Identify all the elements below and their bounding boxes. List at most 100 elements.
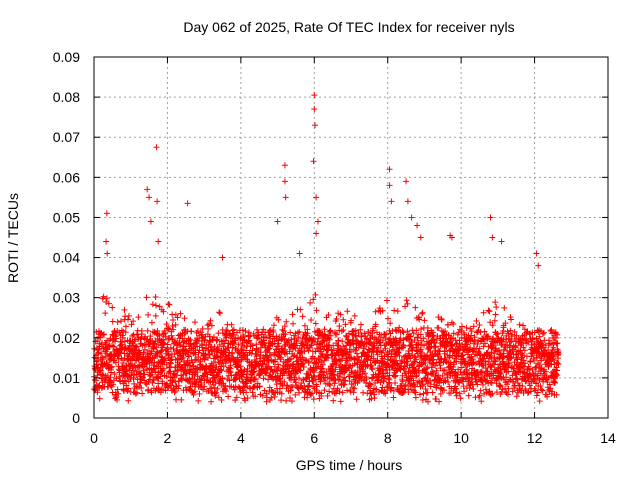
data-point xyxy=(522,335,529,342)
data-point xyxy=(247,385,254,392)
data-point xyxy=(310,396,317,403)
data-point xyxy=(491,354,498,361)
data-point xyxy=(513,332,520,339)
data-point xyxy=(312,291,319,298)
data-point xyxy=(109,342,116,349)
data-point xyxy=(412,383,419,390)
data-point xyxy=(186,362,193,369)
data-point xyxy=(555,361,562,368)
data-point xyxy=(424,324,431,331)
data-point xyxy=(292,379,299,386)
data-point xyxy=(332,330,339,337)
data-point xyxy=(492,358,499,365)
data-point xyxy=(145,311,152,318)
data-point xyxy=(253,351,260,358)
data-point xyxy=(296,367,303,374)
data-point xyxy=(148,319,155,326)
data-point xyxy=(508,331,515,338)
data-point xyxy=(268,394,275,401)
data-point xyxy=(149,369,156,376)
data-point xyxy=(435,324,442,331)
data-point xyxy=(103,299,110,306)
data-point xyxy=(382,373,389,380)
data-point xyxy=(299,313,306,320)
data-point xyxy=(355,330,362,337)
data-point xyxy=(330,397,337,404)
data-point xyxy=(283,318,290,325)
data-point xyxy=(446,354,453,361)
data-point xyxy=(270,322,277,329)
data-point xyxy=(232,376,239,383)
data-point xyxy=(428,364,435,371)
data-point xyxy=(479,381,486,388)
data-point xyxy=(237,346,244,353)
data-point xyxy=(403,297,410,304)
data-point xyxy=(209,378,216,385)
data-point xyxy=(344,358,351,365)
data-point xyxy=(469,375,476,382)
data-point xyxy=(283,382,290,389)
data-point xyxy=(353,396,360,403)
data-point xyxy=(392,351,399,358)
data-point xyxy=(215,345,222,352)
data-point xyxy=(94,351,101,358)
data-point xyxy=(157,373,164,380)
x-tick-label: 0 xyxy=(90,430,98,446)
data-point xyxy=(282,194,289,201)
data-point xyxy=(413,356,420,363)
data-point xyxy=(334,385,341,392)
data-point xyxy=(399,378,406,385)
data-point xyxy=(204,371,211,378)
data-point xyxy=(249,342,256,349)
data-point xyxy=(466,384,473,391)
data-point xyxy=(160,365,167,372)
data-point xyxy=(526,365,533,372)
data-point xyxy=(141,377,148,384)
data-point xyxy=(323,369,330,376)
data-point xyxy=(165,325,172,332)
data-point xyxy=(409,364,416,371)
data-point xyxy=(419,397,426,404)
data-point xyxy=(435,372,442,379)
data-point xyxy=(422,386,429,393)
data-point xyxy=(185,352,192,359)
data-point xyxy=(479,369,486,376)
data-point xyxy=(108,363,115,370)
data-point xyxy=(206,321,213,328)
data-point xyxy=(510,365,517,372)
data-point xyxy=(242,328,249,335)
x-tick-label: 12 xyxy=(527,430,543,446)
data-point xyxy=(98,350,105,357)
data-point xyxy=(152,294,159,301)
data-point xyxy=(173,396,180,403)
data-point xyxy=(278,397,285,404)
data-point xyxy=(201,336,208,343)
data-point xyxy=(427,383,434,390)
data-point xyxy=(109,304,116,311)
data-point xyxy=(150,376,157,383)
data-point xyxy=(340,316,347,323)
data-point xyxy=(249,389,256,396)
data-point xyxy=(162,333,169,340)
data-point xyxy=(153,144,160,151)
data-point xyxy=(538,386,545,393)
data-point xyxy=(506,344,513,351)
data-point xyxy=(274,337,281,344)
data-point xyxy=(424,352,431,359)
data-point xyxy=(477,387,484,394)
data-point xyxy=(416,391,423,398)
data-point xyxy=(382,345,389,352)
data-point xyxy=(104,372,111,379)
data-point xyxy=(554,331,561,338)
data-point xyxy=(352,333,359,340)
data-point xyxy=(516,364,523,371)
data-point xyxy=(321,326,328,333)
data-point xyxy=(263,334,270,341)
data-point xyxy=(100,331,107,338)
data-point xyxy=(514,376,521,383)
data-point xyxy=(97,367,104,374)
data-point xyxy=(433,367,440,374)
data-point xyxy=(152,312,159,319)
data-point xyxy=(387,320,394,327)
data-point xyxy=(419,309,426,316)
